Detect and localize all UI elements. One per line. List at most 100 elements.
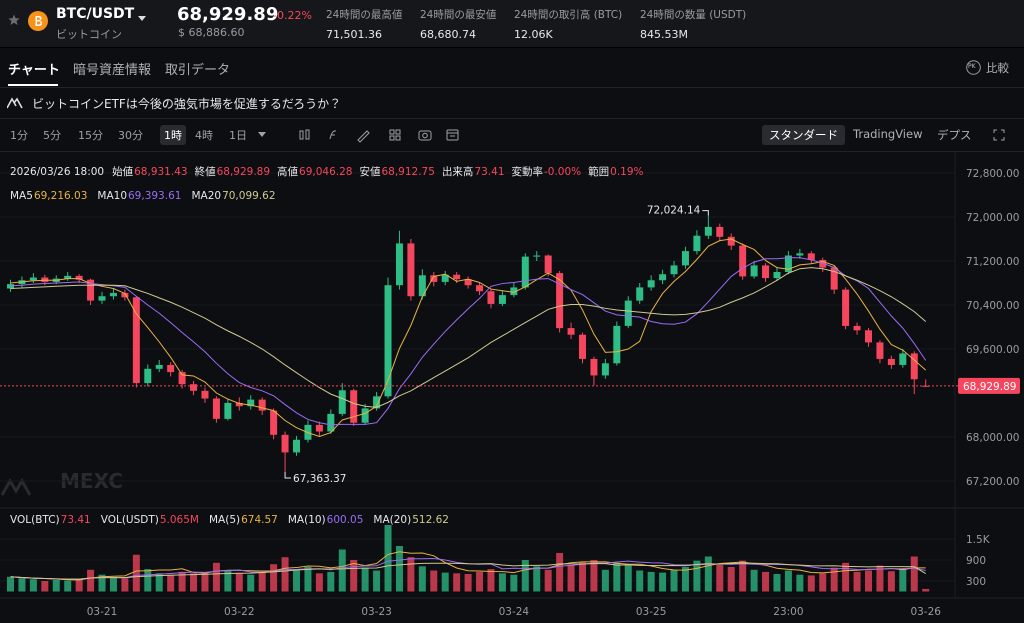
volume-bar	[819, 573, 827, 592]
volume-bar	[681, 567, 689, 592]
volume-bar	[533, 566, 541, 592]
volume-bar	[899, 569, 907, 592]
volume-bar	[167, 574, 175, 592]
info-value: 0.19%	[610, 166, 644, 178]
volume-bar	[498, 573, 506, 592]
candle-body	[132, 297, 140, 384]
candle-body	[315, 424, 323, 432]
info-label: 出来高	[441, 166, 474, 178]
candle-body	[98, 296, 106, 301]
volume-legend: VOL(BTC)73.41 VOL(USDT)5.065M MA(5)674.57 M…	[10, 514, 459, 526]
symbol-dropdown[interactable]	[138, 16, 146, 22]
candle-body	[476, 285, 484, 292]
candle-body	[258, 399, 266, 411]
ma-legend: MA569,216.03 MA1069,393.61 MA2070,099.62	[10, 190, 286, 202]
candle-body	[281, 434, 289, 453]
tool-icons[interactable]	[298, 127, 478, 143]
candle-body	[498, 295, 506, 304]
volume-bar	[247, 574, 255, 592]
candle-body	[361, 408, 369, 423]
volume-bar	[704, 556, 712, 592]
candle-body	[235, 402, 243, 407]
volume-bar	[796, 574, 804, 592]
tab[interactable]: 暗号資産情報	[73, 63, 152, 78]
stat: 24時間の最高値 71,501.36	[326, 7, 402, 41]
view-option[interactable]: デプス	[937, 128, 972, 142]
tab[interactable]: チャート	[8, 63, 60, 78]
candle-body	[453, 274, 461, 280]
volume-tick-label: 300	[966, 576, 986, 588]
compare[interactable]: 比較	[986, 61, 1009, 75]
stat: 24時間の数量 (USDT) 845.53M	[640, 7, 746, 41]
symbol[interactable]: BTC/USDT	[56, 6, 135, 22]
volume-tick-label: 900	[966, 555, 986, 567]
candle-body	[750, 265, 758, 277]
volume-bar	[487, 569, 495, 592]
candle-body	[384, 285, 392, 397]
stat-value: 71,501.36	[326, 28, 382, 41]
interval[interactable]: 1分	[10, 129, 28, 142]
chart: MEXC 67,200.0068,000.0069,600.0070,400.0…	[0, 152, 1024, 618]
candle-body	[167, 364, 175, 373]
interval[interactable]: 1時	[160, 125, 186, 145]
volume-bar	[887, 571, 895, 592]
candle-body	[567, 328, 575, 335]
volume-bar	[842, 562, 850, 592]
ma-name: MA10	[97, 190, 127, 202]
stat: 24時間の取引高 (BTC) 12.06K	[514, 7, 622, 41]
candle-body	[544, 255, 552, 274]
candle-body	[121, 292, 129, 298]
x-tick-label: 03-26	[910, 606, 941, 618]
volume-bar	[7, 576, 14, 592]
last-price: 68,929.89	[177, 4, 279, 25]
candle-body	[533, 255, 541, 257]
volume-bar	[293, 569, 300, 592]
candle-body	[41, 277, 49, 282]
x-tick-label: 03-23	[361, 606, 392, 618]
interval[interactable]: 15分	[78, 129, 103, 142]
volume-bar	[178, 571, 186, 592]
tab[interactable]: 取引データ	[165, 63, 231, 78]
volume-value: 73.41	[60, 514, 91, 526]
candle-body	[613, 325, 621, 364]
high-pointer	[702, 210, 709, 216]
volume-bar	[109, 577, 117, 592]
fullscreen-icon[interactable]	[993, 129, 1005, 141]
candle-body	[338, 390, 346, 414]
volume-bar	[132, 554, 140, 592]
candle-body	[865, 330, 872, 343]
volume-bar	[224, 570, 232, 592]
volume-bar	[315, 573, 323, 592]
volume-ma-name: MA(20)	[373, 514, 412, 526]
volume-ma-line	[10, 562, 926, 580]
price-change: -0.22%	[273, 9, 312, 22]
volume-bar	[727, 567, 735, 592]
interval-dropdown[interactable]	[258, 132, 266, 138]
candle-body	[407, 243, 415, 297]
candle-body	[910, 353, 918, 380]
view-option[interactable]: TradingView	[853, 127, 923, 141]
interval[interactable]: 4時	[195, 129, 213, 142]
interval[interactable]: 30分	[118, 129, 143, 142]
candle-body	[853, 325, 861, 331]
volume-bar	[98, 574, 106, 592]
candle-body	[510, 287, 518, 296]
candle-body	[430, 275, 438, 282]
interval[interactable]: 5分	[43, 129, 61, 142]
candle-body	[842, 289, 850, 326]
view-option[interactable]: スタンダード	[762, 125, 845, 145]
interval[interactable]: 1日	[229, 129, 247, 142]
volume-bar	[144, 569, 152, 592]
y-tick-label: 67,200.00	[966, 476, 1019, 488]
volume-bar	[407, 557, 415, 592]
watermark-logo	[0, 478, 32, 496]
favorite-icon[interactable]	[8, 14, 20, 26]
volume-bar	[29, 579, 37, 592]
ma-line	[10, 267, 927, 408]
candle-body	[807, 253, 815, 260]
volume-bar	[521, 560, 529, 592]
coin-name: ビットコイン	[56, 28, 122, 41]
volume-name: VOL(USDT)	[100, 514, 159, 526]
candle-body	[7, 284, 14, 289]
news-banner[interactable]: ビットコインETFは今後の強気市場を促進するだろうか？	[0, 88, 1024, 119]
